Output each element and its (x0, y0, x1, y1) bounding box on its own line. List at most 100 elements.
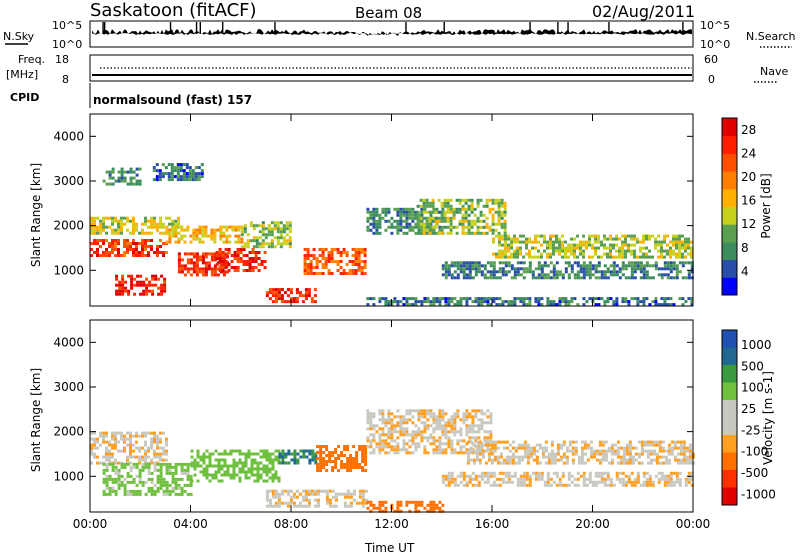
heatmap-region (492, 234, 693, 259)
colorbar-swatch (722, 400, 737, 418)
colorbar-tick-label: 8 (741, 241, 749, 255)
colorbar-swatch (722, 382, 737, 401)
nave-tick-bottom: 0 (708, 73, 715, 86)
nsearch-tick-top: 10^5 (700, 19, 730, 32)
heatmap-region (152, 163, 204, 182)
colorbar-tick-label: 4 (741, 264, 749, 278)
velocity-heatmap-cells (90, 409, 695, 513)
colorbar-swatch (722, 206, 737, 225)
colorbar-tick-label: 25 (741, 402, 756, 416)
cpid-value: normalsound (fast) 157 (93, 93, 252, 107)
y-tick-label: 3000 (53, 380, 84, 394)
beam-label: Beam 08 (355, 4, 422, 22)
colorbar-tick-label: 100 (741, 381, 764, 395)
date-label: 02/Aug/2011 (592, 2, 695, 21)
noise-strip: N.Sky 10^5 10^0 10^5 10^0 N.Search (3, 19, 796, 51)
colorbar-tick-label: 1000 (741, 338, 772, 352)
y-tick-label: 4000 (53, 335, 84, 349)
colorbar-swatch (722, 277, 737, 296)
colorbar-swatch (722, 417, 737, 436)
y-tick-label: 2000 (53, 425, 84, 439)
heatmap-region (90, 239, 168, 257)
noise-trace (92, 29, 692, 36)
velocity-cbar-label: Velocity [m s-1] (761, 371, 775, 465)
heatmap-region (115, 274, 167, 296)
nsky-label: N.Sky (3, 30, 35, 43)
colorbar-swatch (722, 188, 737, 207)
nave-tick-top: 60 (704, 53, 718, 66)
colorbar-swatch (722, 347, 737, 366)
y-tick-label: 1000 (53, 263, 84, 277)
power-heatmap-cells (90, 163, 694, 307)
x-tick-label: 20:00 (575, 517, 610, 531)
colorbar-swatch (722, 241, 737, 261)
heatmap-region (466, 440, 695, 465)
freq-unit: [MHz] (6, 68, 38, 81)
heatmap-region (90, 216, 180, 235)
nsky-tick-bottom: 10^0 (52, 38, 82, 51)
site-title: Saskatoon (fitACF) (90, 0, 257, 21)
power-colorbar: 4 8 12 16 20 24 28 (722, 118, 756, 296)
heatmap-region (265, 288, 317, 304)
colorbar-tick-label: 20 (741, 170, 756, 184)
x-tick-label: 16:00 (475, 517, 510, 531)
heatmap-region (441, 471, 694, 487)
heatmap-region (102, 462, 193, 496)
colorbar-tick-label: -25 (741, 423, 761, 437)
y-tick-label: 2000 (53, 219, 84, 233)
colorbar-swatch (722, 487, 737, 506)
colorbar-swatch (722, 171, 737, 190)
velocity-panel: 1000 2000 3000 4000 00:00 04:00 08:00 12:00 16:… (29, 319, 776, 531)
heatmap-region (416, 198, 507, 235)
colorbar-tick-label: -100 (741, 445, 768, 459)
freq-label: Freq. (18, 53, 45, 66)
x-tick-label: 00:00 (73, 517, 108, 531)
cpid-label: CPID (10, 91, 39, 104)
heatmap-region (102, 167, 142, 186)
colorbar-swatch (722, 135, 737, 154)
colorbar-swatch (722, 153, 737, 172)
power-panel: 1000 2000 3000 4000 Slant Range [km] 4 8 12 16… (29, 113, 773, 307)
velocity-x-ticks: 00:00 04:00 08:00 12:00 16:00 20:00 00:00 (73, 320, 711, 531)
velocity-y-ticks: 1000 2000 3000 4000 (53, 335, 693, 483)
x-tick-label: 04:00 (173, 517, 208, 531)
heatmap-region (215, 248, 267, 272)
colorbar-tick-label: -1000 (741, 487, 776, 501)
nsearch-tick-bottom: 10^0 (700, 38, 730, 51)
colorbar-tick-label: 12 (741, 217, 756, 231)
heatmap-region (265, 489, 368, 508)
power-x-tick-marks (89, 114, 694, 306)
heatmap-region (303, 248, 367, 275)
colorbar-tick-label: -500 (741, 466, 768, 480)
colorbar-swatch (722, 452, 737, 471)
colorbar-swatch (722, 365, 737, 383)
nave-label: Nave (760, 65, 788, 78)
heatmap-region (90, 431, 168, 465)
heatmap-region (366, 409, 493, 455)
power-y-ticks: 1000 2000 3000 4000 (53, 129, 693, 277)
freq-tick-top: 18 (55, 53, 69, 66)
y-tick-label: 1000 (53, 469, 84, 483)
heatmap-region (165, 225, 244, 244)
freq-strip: Freq. [MHz] 18 8 60 0 Nave (6, 53, 788, 86)
colorbar-swatch (722, 118, 737, 137)
colorbar-swatch (722, 330, 737, 348)
x-tick-label: 00:00 (676, 517, 711, 531)
velocity-colorbar: 1000 500 100 25 -25 -100 -500 -1000 (722, 330, 776, 506)
y-tick-label: 3000 (53, 174, 84, 188)
heatmap-region (366, 297, 694, 307)
nsearch-label: N.Search (746, 30, 796, 43)
heatmap-region (316, 445, 368, 472)
colorbar-tick-label: 28 (741, 123, 756, 137)
heatmap-region (441, 261, 694, 280)
heatmap-region (278, 449, 318, 465)
colorbar-tick-label: 16 (741, 194, 756, 208)
colorbar-swatch (722, 259, 737, 278)
freq-tick-bottom: 8 (62, 73, 69, 86)
heatmap-region (240, 221, 292, 249)
x-tick-label: 12:00 (374, 517, 409, 531)
colorbar-swatch (722, 470, 737, 488)
colorbar-tick-label: 500 (741, 359, 764, 373)
heatmap-region (190, 449, 281, 483)
